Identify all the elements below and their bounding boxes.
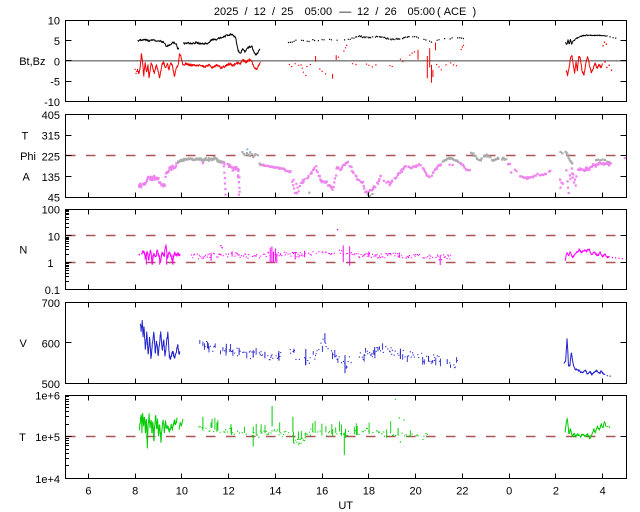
svg-text:N: N bbox=[19, 244, 27, 256]
svg-text:18: 18 bbox=[363, 486, 375, 498]
svg-text:4: 4 bbox=[600, 486, 606, 498]
svg-text:0.1: 0.1 bbox=[45, 285, 60, 297]
svg-text:-5: -5 bbox=[50, 77, 60, 89]
svg-text:0: 0 bbox=[506, 486, 512, 498]
svg-text:05:00: 05:00 bbox=[408, 6, 436, 18]
svg-text:600: 600 bbox=[42, 338, 60, 350]
svg-text:135: 135 bbox=[42, 172, 60, 184]
svg-text:700: 700 bbox=[42, 298, 60, 310]
svg-text:1e+6: 1e+6 bbox=[35, 391, 60, 403]
svg-text:12: 12 bbox=[223, 486, 235, 498]
svg-text:1e+5: 1e+5 bbox=[35, 432, 60, 444]
svg-text:10: 10 bbox=[48, 231, 60, 243]
svg-text:16: 16 bbox=[316, 486, 328, 498]
svg-text:12 / 26: 12 / 26 bbox=[357, 6, 397, 18]
svg-text:2025 / 12 / 25: 2025 / 12 / 25 bbox=[214, 6, 294, 18]
svg-text:1e+4: 1e+4 bbox=[35, 474, 60, 486]
svg-text:T: T bbox=[19, 432, 26, 444]
svg-text:45: 45 bbox=[48, 193, 60, 205]
svg-text:––: –– bbox=[339, 6, 352, 18]
svg-text:Bt,Bz: Bt,Bz bbox=[19, 56, 45, 68]
svg-text:( ACE ): ( ACE ) bbox=[437, 6, 476, 18]
svg-text:100: 100 bbox=[42, 205, 60, 217]
svg-text:Phi: Phi bbox=[20, 151, 36, 163]
svg-text:0: 0 bbox=[54, 56, 60, 68]
svg-text:315: 315 bbox=[42, 131, 60, 143]
svg-text:2: 2 bbox=[553, 486, 559, 498]
svg-text:UT: UT bbox=[338, 500, 353, 512]
svg-text:20: 20 bbox=[410, 486, 422, 498]
svg-text:T: T bbox=[21, 130, 28, 142]
svg-text:10: 10 bbox=[176, 486, 188, 498]
svg-text:22: 22 bbox=[456, 486, 468, 498]
svg-text:05:00: 05:00 bbox=[305, 6, 333, 18]
svg-text:6: 6 bbox=[85, 486, 91, 498]
svg-text:V: V bbox=[19, 338, 27, 350]
svg-text:5: 5 bbox=[54, 36, 60, 48]
svg-text:1: 1 bbox=[47, 258, 53, 270]
svg-text:8: 8 bbox=[132, 486, 138, 498]
svg-text:500: 500 bbox=[42, 379, 60, 391]
svg-text:A: A bbox=[22, 172, 30, 184]
svg-text:14: 14 bbox=[269, 486, 281, 498]
svg-text:405: 405 bbox=[42, 110, 60, 122]
svg-text:-10: -10 bbox=[44, 97, 60, 109]
svg-text:10: 10 bbox=[48, 16, 60, 28]
svg-text:225: 225 bbox=[42, 151, 60, 163]
